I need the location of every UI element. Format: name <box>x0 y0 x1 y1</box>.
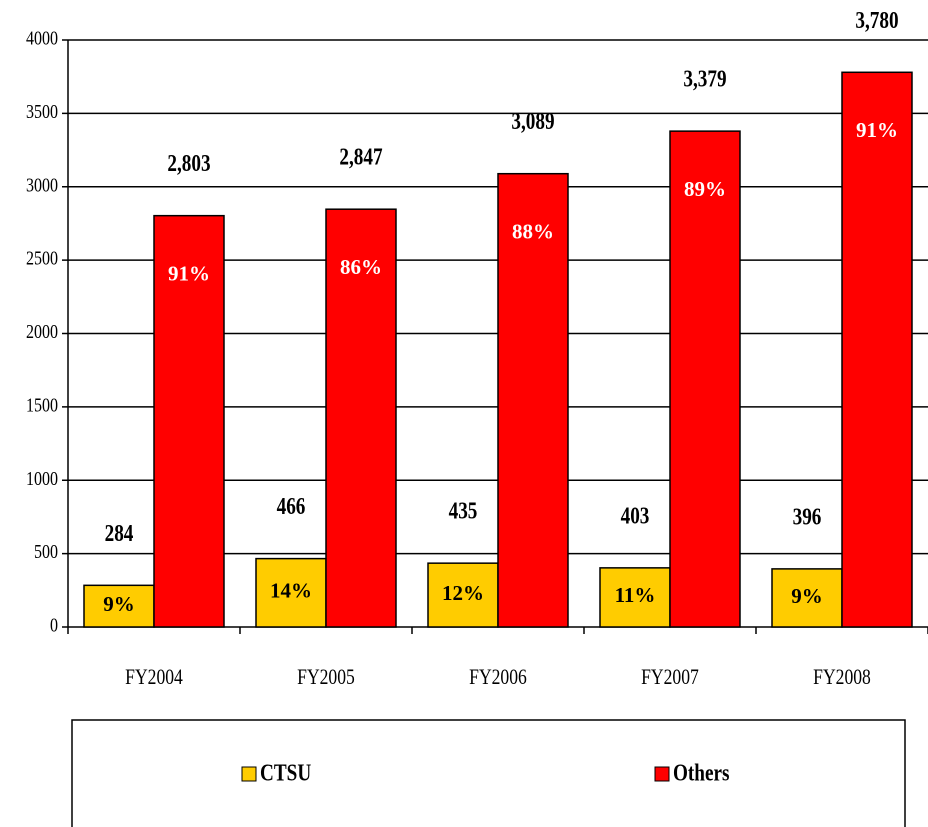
y-tick-label: 500 <box>34 541 58 563</box>
value-label: 3,780 <box>855 7 898 34</box>
share-label: 12% <box>442 581 484 605</box>
value-label: 2,803 <box>167 150 210 177</box>
y-tick-label: 3500 <box>26 100 58 122</box>
bar <box>599 567 671 628</box>
bar <box>255 557 327 628</box>
share-label: 9% <box>791 584 823 608</box>
value-label: 2,847 <box>339 144 382 171</box>
value-label: 396 <box>793 503 822 530</box>
y-tick-label: 0 <box>50 614 58 636</box>
value-label: 284 <box>105 520 134 547</box>
value-label: 3,379 <box>683 66 726 93</box>
y-tick-label: 1500 <box>26 394 58 416</box>
share-label: 89% <box>684 177 726 201</box>
legend-box <box>71 719 906 827</box>
y-tick-label: 3000 <box>26 174 58 196</box>
bar <box>669 130 741 628</box>
x-tick-label: FY2004 <box>125 665 183 689</box>
y-tick-label: 1000 <box>26 467 58 489</box>
value-label: 435 <box>449 498 478 525</box>
bar <box>841 71 913 628</box>
share-label: 91% <box>856 118 898 142</box>
bar <box>153 214 225 628</box>
bar <box>325 208 397 628</box>
x-tick-label: FY2007 <box>641 665 699 689</box>
share-label: 9% <box>103 592 135 616</box>
share-label: 88% <box>512 220 554 244</box>
bar <box>497 172 569 628</box>
x-tick-label: FY2008 <box>813 665 871 689</box>
x-tick-label: FY2005 <box>297 665 355 689</box>
bar <box>83 584 155 628</box>
x-tick-label: FY2006 <box>469 665 527 689</box>
bar <box>771 568 843 628</box>
legend-swatch <box>241 766 257 782</box>
share-label: 91% <box>168 261 210 285</box>
value-label: 466 <box>277 493 306 520</box>
share-label: 14% <box>270 579 312 603</box>
share-label: 11% <box>615 583 656 607</box>
value-label: 3,089 <box>511 108 554 135</box>
legend-label: CTSU <box>260 760 311 787</box>
legend-label: Others <box>673 760 729 787</box>
y-tick-label: 2500 <box>26 247 58 269</box>
y-tick-label: 2000 <box>26 320 58 342</box>
value-label: 403 <box>621 502 650 529</box>
y-tick-label: 4000 <box>26 27 58 49</box>
share-label: 86% <box>340 255 382 279</box>
legend-swatch <box>654 766 670 782</box>
